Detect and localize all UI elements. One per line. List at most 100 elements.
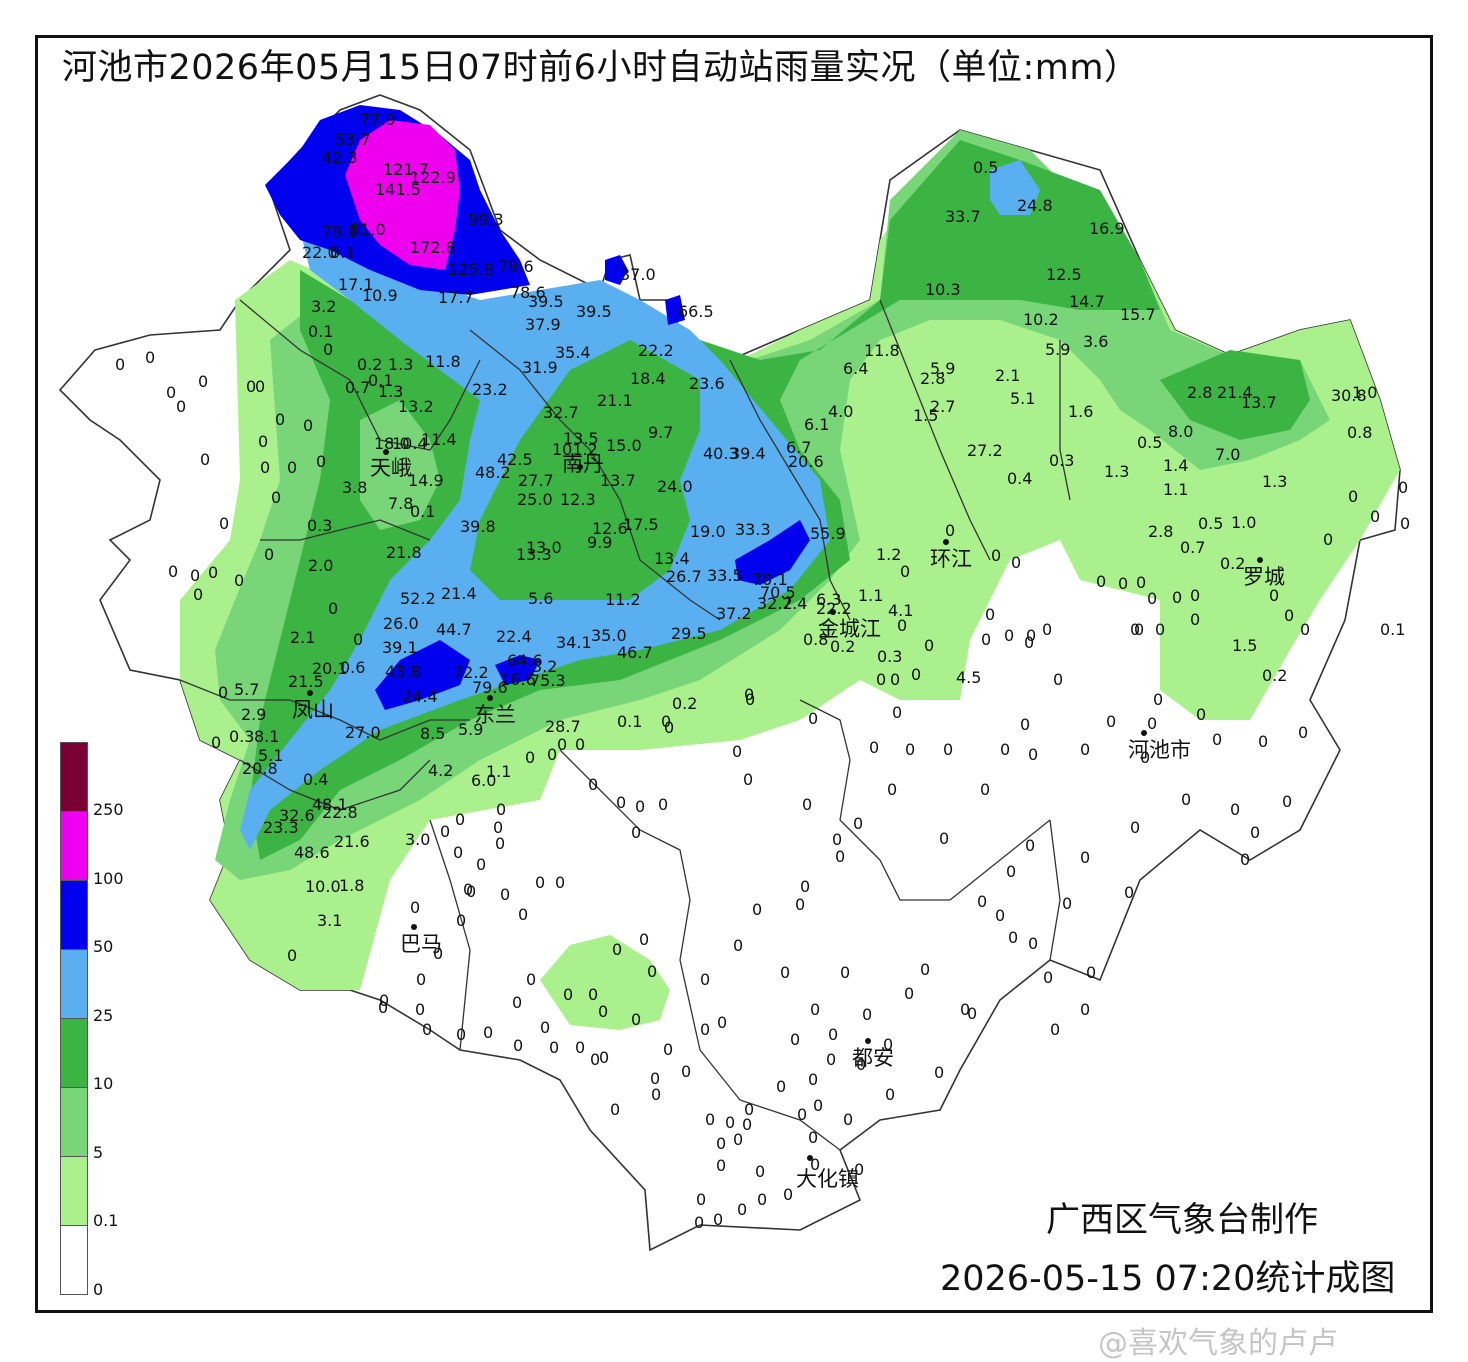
station-value-zero: 0: [828, 1025, 838, 1044]
station-value-zero: 0: [743, 770, 753, 789]
station-value-zero: 0: [168, 562, 178, 581]
station-value: 8.5: [420, 724, 445, 743]
station-value: 10.0: [305, 877, 341, 896]
station-value-zero: 0: [1300, 620, 1310, 639]
station-value: 21.8: [386, 543, 422, 562]
station-value-zero: 0: [287, 458, 297, 477]
station-value-zero: 0: [416, 970, 426, 989]
station-value: 0.3: [877, 647, 902, 666]
station-value: 75.3: [530, 671, 566, 690]
legend-swatch: [60, 742, 88, 811]
station-value: 1.0: [1352, 383, 1377, 402]
station-value-zero: 0: [1080, 848, 1090, 867]
station-value: 5.9: [1045, 340, 1070, 359]
station-value-zero: 0: [892, 703, 902, 722]
station-value: 43.8: [385, 662, 421, 681]
station-value: 99.3: [468, 210, 504, 229]
station-value: 31.9: [522, 358, 558, 377]
station-value-zero: 0: [211, 733, 221, 752]
station-value-zero: 0: [757, 1190, 767, 1209]
station-value: 21.1: [597, 391, 633, 410]
station-value: 9.7: [648, 423, 673, 442]
station-value-zero: 0: [1269, 586, 1279, 605]
station-value: 79.6: [472, 678, 508, 697]
station-value: 22.2: [816, 599, 852, 618]
station-value: 1.1: [486, 762, 511, 781]
station-value-zero: 0: [599, 1048, 609, 1067]
station-value: 18.0: [374, 434, 410, 453]
station-value-zero: 0: [1062, 894, 1072, 913]
station-value-zero: 0: [1136, 573, 1146, 592]
station-value: 1.1: [858, 586, 883, 605]
station-value-zero: 0: [1323, 530, 1333, 549]
station-value: 0.3: [229, 727, 254, 746]
station-value-zero: 0: [1080, 1000, 1090, 1019]
station-value-zero: 0: [218, 683, 228, 702]
rain-band-50-100-b: [665, 295, 685, 325]
station-value: 1.1: [1163, 480, 1188, 499]
legend-label: 10: [93, 1074, 114, 1093]
city-dot: [411, 924, 417, 930]
station-value: 35.0: [591, 626, 627, 645]
station-value-zero: 0: [716, 1134, 726, 1153]
station-value-zero: 0: [1134, 620, 1144, 639]
station-value-zero: 0: [547, 745, 557, 764]
station-value: 1.5: [913, 406, 938, 425]
station-value: 0.1: [410, 502, 435, 521]
station-value-zero: 0: [246, 377, 256, 396]
station-value-zero: 0: [920, 960, 930, 979]
station-value: 122.9: [410, 168, 456, 187]
station-value-zero: 0: [776, 1077, 786, 1096]
station-value-zero: 0: [264, 545, 274, 564]
station-value: 0.8: [803, 630, 828, 649]
station-value: 13.5: [563, 429, 599, 448]
station-value-zero: 0: [1086, 963, 1096, 982]
station-value-zero: 0: [887, 780, 897, 799]
station-value-zero: 0: [664, 718, 674, 737]
station-value: 125.8: [448, 260, 494, 279]
station-value-zero: 0: [535, 873, 545, 892]
station-value-zero: 0: [1006, 862, 1016, 881]
station-value: 10.2: [1023, 310, 1059, 329]
station-value: 70.5: [760, 583, 796, 602]
station-value-zero: 0: [713, 1210, 723, 1229]
station-value-zero: 0: [700, 1020, 710, 1039]
station-value: 9.9: [587, 533, 612, 552]
station-value: 22.4: [496, 627, 532, 646]
station-value: 81.0: [350, 220, 386, 239]
station-value: 1.3: [1104, 462, 1129, 481]
station-value-zero: 0: [862, 1005, 872, 1024]
station-value: 8.1: [254, 727, 279, 746]
station-value-zero: 0: [1050, 1020, 1060, 1039]
station-value-zero: 0: [797, 1105, 807, 1124]
station-value-zero: 0: [924, 636, 934, 655]
watermark: @喜欢气象的卢卢: [1098, 1326, 1338, 1361]
station-value: 37.0: [620, 265, 656, 284]
station-value: 5.9: [930, 359, 955, 378]
station-value-zero: 0: [1398, 478, 1408, 497]
station-value-zero: 0: [1053, 670, 1063, 689]
station-value-zero: 0: [813, 1096, 823, 1115]
station-value-zero: 0: [985, 605, 995, 624]
station-value: 2.8: [1148, 522, 1173, 541]
station-value-zero: 0: [725, 1113, 735, 1132]
station-value-zero: 0: [900, 562, 910, 581]
station-value: 21.6: [334, 832, 370, 851]
station-value-zero: 0: [422, 1020, 432, 1039]
station-value: 0.5: [1198, 514, 1223, 533]
station-value: 1.3: [1262, 472, 1287, 491]
station-value: 6.1: [804, 415, 829, 434]
station-value: 5.1: [258, 746, 283, 765]
station-value: 26.0: [383, 614, 419, 633]
station-value-zero: 0: [681, 1062, 691, 1081]
station-value-zero: 0: [717, 1013, 727, 1032]
city-label: 东兰: [474, 703, 516, 727]
city-label: 天峨: [370, 456, 412, 480]
station-value: 2.1: [290, 628, 315, 647]
station-value: 0.1: [330, 243, 355, 262]
station-value-zero: 0: [415, 1000, 425, 1019]
station-value-zero: 0: [835, 847, 845, 866]
station-value-zero: 0: [1196, 705, 1206, 724]
legend-swatch: [60, 880, 88, 949]
